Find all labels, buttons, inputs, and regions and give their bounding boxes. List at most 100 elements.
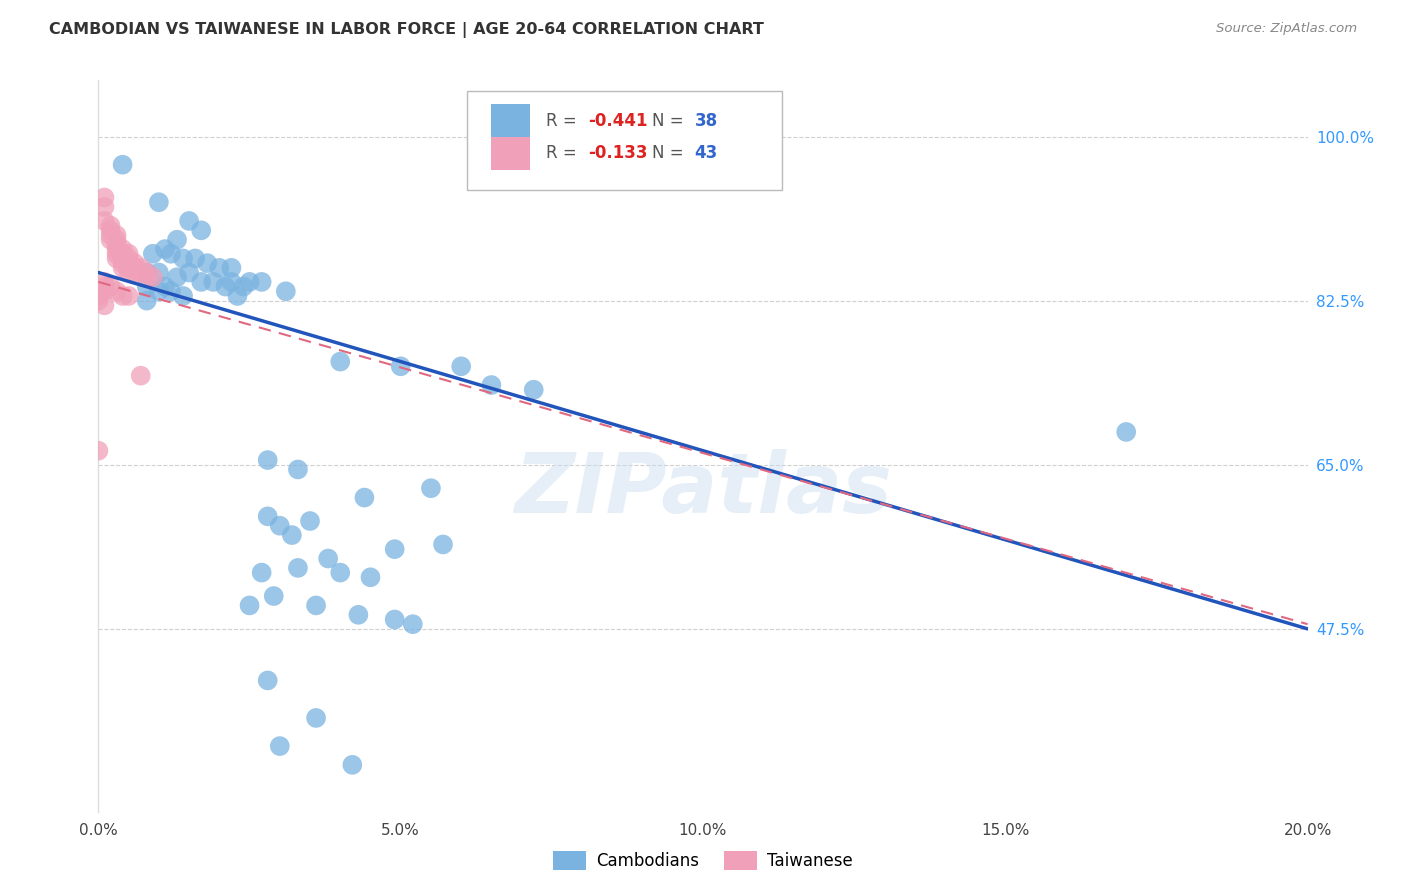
Point <box>281 528 304 542</box>
Point <box>316 551 339 566</box>
Point <box>214 279 236 293</box>
Point <box>100 279 122 293</box>
Text: N =: N = <box>652 112 689 129</box>
Point <box>153 279 176 293</box>
Point <box>389 359 412 374</box>
Point <box>118 266 141 280</box>
Point <box>1115 425 1137 439</box>
Point <box>129 368 152 383</box>
Point <box>384 542 406 557</box>
Point <box>135 270 157 285</box>
Point <box>221 275 243 289</box>
Point <box>172 252 194 266</box>
Point <box>342 757 364 772</box>
Point <box>105 252 128 266</box>
Point <box>100 233 122 247</box>
Point <box>124 260 146 275</box>
Point <box>287 462 309 476</box>
Text: R =: R = <box>546 145 582 162</box>
Point <box>172 289 194 303</box>
Text: -0.133: -0.133 <box>588 145 648 162</box>
Point <box>329 566 352 580</box>
Point <box>135 266 157 280</box>
Text: 43: 43 <box>695 145 718 162</box>
Point <box>202 275 225 289</box>
Point <box>420 481 443 495</box>
Point <box>208 260 231 275</box>
Point <box>432 537 454 551</box>
Text: R =: R = <box>546 112 582 129</box>
Text: CAMBODIAN VS TAIWANESE IN LABOR FORCE | AGE 20-64 CORRELATION CHART: CAMBODIAN VS TAIWANESE IN LABOR FORCE | … <box>49 22 763 38</box>
Point <box>129 260 152 275</box>
Point <box>256 453 278 467</box>
Point <box>384 612 406 626</box>
Point <box>353 491 375 505</box>
Point <box>124 266 146 280</box>
Point <box>287 561 309 575</box>
Point <box>148 195 170 210</box>
Point <box>195 256 218 270</box>
Point <box>105 233 128 247</box>
Point <box>360 570 382 584</box>
Point <box>118 252 141 266</box>
Point <box>111 289 134 303</box>
Point <box>105 246 128 260</box>
Point <box>93 279 115 293</box>
Text: -0.441: -0.441 <box>588 112 648 129</box>
Point <box>263 589 285 603</box>
Point <box>118 289 141 303</box>
Point <box>87 293 110 308</box>
Point <box>111 260 134 275</box>
Point <box>299 514 322 528</box>
Point <box>148 285 170 299</box>
Point <box>87 443 110 458</box>
Point <box>179 266 201 280</box>
Point <box>160 246 183 260</box>
Point <box>184 252 207 266</box>
Point <box>226 289 249 303</box>
Point <box>166 233 188 247</box>
Point <box>232 279 254 293</box>
Point <box>250 275 273 289</box>
Point <box>274 285 297 299</box>
Point <box>87 289 110 303</box>
Point <box>256 509 278 524</box>
Point <box>105 242 128 256</box>
Point <box>153 242 176 256</box>
Point <box>111 256 134 270</box>
Point <box>93 275 115 289</box>
Text: 38: 38 <box>695 112 717 129</box>
Point <box>160 285 183 299</box>
Point <box>93 190 115 204</box>
Point <box>402 617 425 632</box>
Point <box>221 260 243 275</box>
Point <box>129 266 152 280</box>
Bar <box>492 104 530 137</box>
Point <box>93 214 115 228</box>
Point <box>142 246 165 260</box>
Point <box>105 285 128 299</box>
Text: ZIPatlas: ZIPatlas <box>515 450 891 531</box>
Point <box>523 383 546 397</box>
Point <box>93 285 115 299</box>
Point <box>239 599 262 613</box>
Point <box>166 270 188 285</box>
Point <box>118 246 141 260</box>
Point <box>179 214 201 228</box>
Point <box>118 256 141 270</box>
Point <box>105 227 128 242</box>
Point <box>190 275 212 289</box>
Point <box>124 256 146 270</box>
Legend: Cambodians, Taiwanese: Cambodians, Taiwanese <box>546 844 860 877</box>
Point <box>347 607 370 622</box>
Point <box>105 237 128 252</box>
Point <box>481 378 503 392</box>
Point <box>250 566 273 580</box>
Point <box>111 246 134 260</box>
Point <box>329 354 352 368</box>
Point <box>111 252 134 266</box>
Point <box>100 223 122 237</box>
Point <box>118 260 141 275</box>
Point <box>93 298 115 312</box>
Point <box>93 200 115 214</box>
